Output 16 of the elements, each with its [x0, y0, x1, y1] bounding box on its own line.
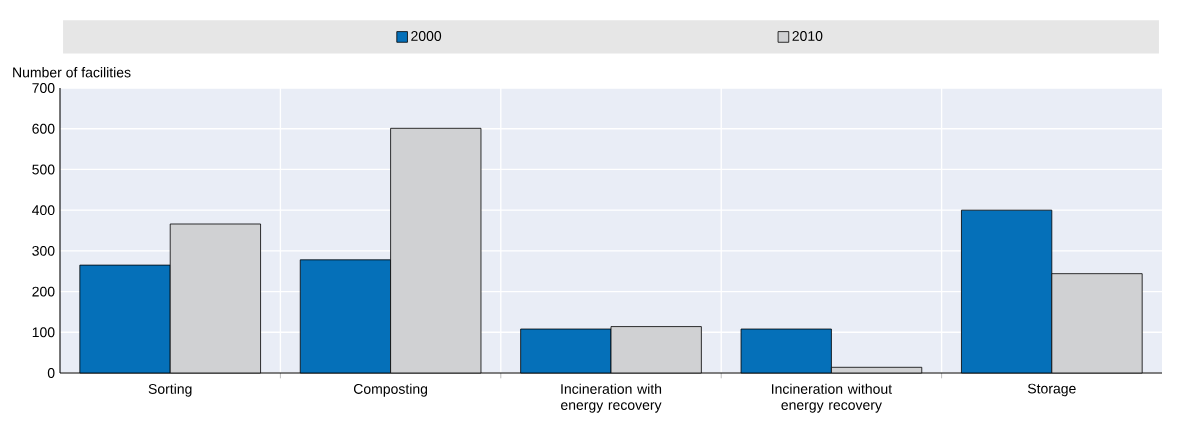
- x-tick-label: Incineration with energy recovery: [561, 383, 662, 413]
- legend-label: 2000: [411, 31, 442, 41]
- legend-label: 2010: [792, 31, 823, 41]
- y-tick-label: 300: [32, 245, 55, 256]
- y-tick-label: 600: [32, 123, 55, 134]
- y-tick-label: 0: [47, 368, 55, 378]
- y-axis-title: Number of facilities: [13, 67, 131, 78]
- x-tick-label: Composting: [353, 383, 428, 397]
- x-tick-label: Sorting: [148, 383, 192, 397]
- y-tick-label: 500: [32, 164, 55, 175]
- y-tick-label: 200: [32, 286, 55, 297]
- x-tick-label: Storage: [1027, 383, 1076, 397]
- y-tick-label: 100: [32, 327, 55, 338]
- x-tick-label: Incineration without energy recovery: [772, 383, 892, 413]
- y-tick-label: 700: [32, 83, 55, 93]
- y-tick-label: 400: [32, 205, 55, 216]
